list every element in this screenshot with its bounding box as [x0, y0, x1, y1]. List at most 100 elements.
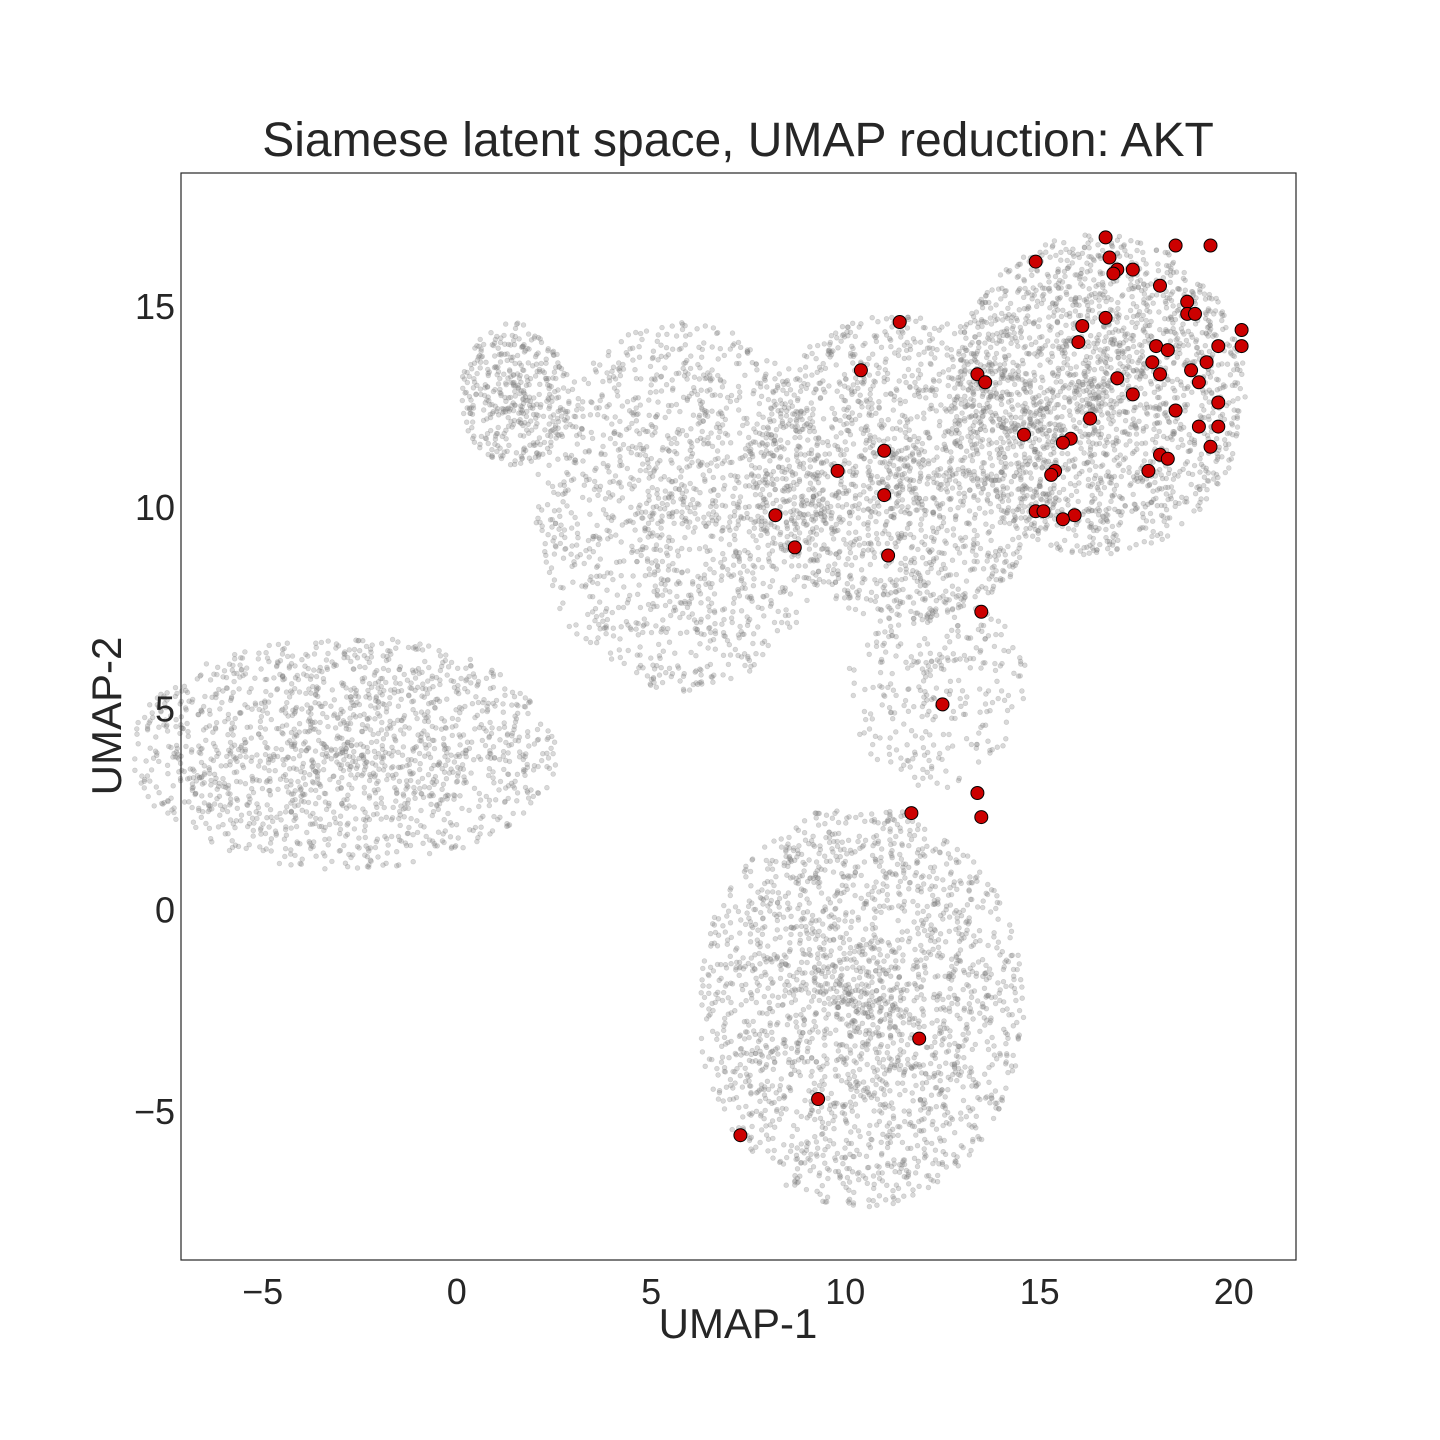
- background-point: [571, 559, 577, 565]
- background-point: [348, 658, 354, 665]
- background-point: [369, 760, 376, 766]
- background-point: [689, 579, 696, 585]
- background-point: [719, 440, 726, 446]
- background-point: [397, 812, 403, 818]
- background-point: [637, 402, 643, 408]
- background-point: [287, 766, 293, 772]
- background-point: [585, 611, 591, 618]
- background-point: [234, 758, 240, 765]
- background-point: [286, 665, 292, 671]
- background-point: [421, 824, 427, 830]
- background-point: [346, 647, 352, 653]
- background-point: [791, 518, 797, 524]
- background-point: [717, 346, 723, 352]
- background-point: [778, 414, 784, 420]
- background-point: [306, 838, 312, 845]
- background-point: [846, 595, 852, 601]
- background-point: [807, 344, 813, 350]
- background-point: [744, 622, 751, 628]
- background-point: [918, 473, 924, 479]
- background-point: [797, 377, 803, 383]
- background-point: [603, 630, 609, 637]
- background-point: [395, 688, 401, 695]
- background-point: [801, 380, 807, 387]
- background-point: [930, 591, 936, 598]
- background-point: [503, 380, 509, 386]
- background-point: [307, 821, 314, 827]
- background-point: [596, 487, 603, 493]
- background-point: [824, 439, 831, 445]
- background-point: [992, 548, 999, 555]
- background-point: [685, 524, 691, 530]
- background-point: [456, 690, 462, 697]
- background-point: [430, 792, 436, 799]
- background-point: [366, 795, 373, 801]
- background-point: [777, 437, 784, 443]
- background-point: [564, 503, 570, 509]
- background-point: [401, 793, 407, 799]
- background-point: [762, 473, 769, 479]
- background-point: [315, 762, 321, 769]
- background-point: [477, 359, 484, 365]
- background-point: [792, 424, 798, 430]
- background-point: [399, 764, 406, 770]
- background-point: [850, 481, 856, 487]
- background-point: [181, 768, 187, 775]
- background-point: [585, 380, 592, 387]
- background-point: [619, 522, 625, 528]
- background-point: [583, 547, 589, 554]
- background-point: [234, 670, 240, 677]
- background-point: [989, 573, 995, 579]
- background-point: [869, 351, 876, 357]
- background-point: [511, 785, 518, 791]
- background-point: [655, 399, 661, 405]
- background-point: [461, 780, 467, 786]
- background-point: [463, 677, 469, 684]
- background-point: [835, 345, 841, 351]
- background-point: [461, 376, 468, 382]
- background-point: [429, 779, 435, 785]
- background-point: [638, 552, 644, 559]
- background-point: [876, 437, 882, 443]
- background-point: [608, 570, 614, 576]
- background-point: [225, 785, 231, 792]
- background-point: [748, 462, 755, 469]
- background-point: [476, 790, 482, 797]
- background-point: [670, 560, 676, 567]
- background-point: [289, 653, 296, 659]
- background-point: [484, 416, 490, 422]
- background-point: [516, 749, 523, 755]
- background-point: [279, 674, 286, 680]
- background-point: [153, 784, 160, 790]
- background-point: [617, 479, 623, 485]
- background-point: [456, 732, 462, 738]
- background-point: [885, 484, 891, 490]
- background-point: [139, 773, 145, 779]
- background-point: [795, 536, 801, 542]
- background-point: [871, 503, 877, 510]
- background-point: [662, 414, 668, 421]
- background-point: [727, 652, 734, 658]
- background-point: [603, 605, 610, 612]
- background-point: [508, 354, 514, 360]
- background-point: [742, 446, 749, 452]
- background-point: [985, 550, 991, 556]
- background-point: [634, 548, 640, 555]
- background-point: [214, 747, 220, 754]
- background-point: [1011, 381, 1018, 388]
- background-point: [496, 725, 502, 732]
- background-point: [363, 843, 369, 849]
- background-point: [779, 401, 785, 407]
- background-point: [688, 353, 694, 359]
- background-point: [374, 804, 380, 810]
- background-point: [507, 462, 514, 468]
- background-point: [737, 344, 744, 351]
- background-point: [479, 708, 486, 714]
- background-point: [467, 827, 473, 833]
- background-point: [659, 518, 665, 525]
- background-point: [457, 704, 463, 711]
- background-point: [608, 656, 615, 662]
- background-point: [489, 454, 495, 460]
- background-point: [726, 519, 733, 525]
- background-point: [348, 854, 354, 861]
